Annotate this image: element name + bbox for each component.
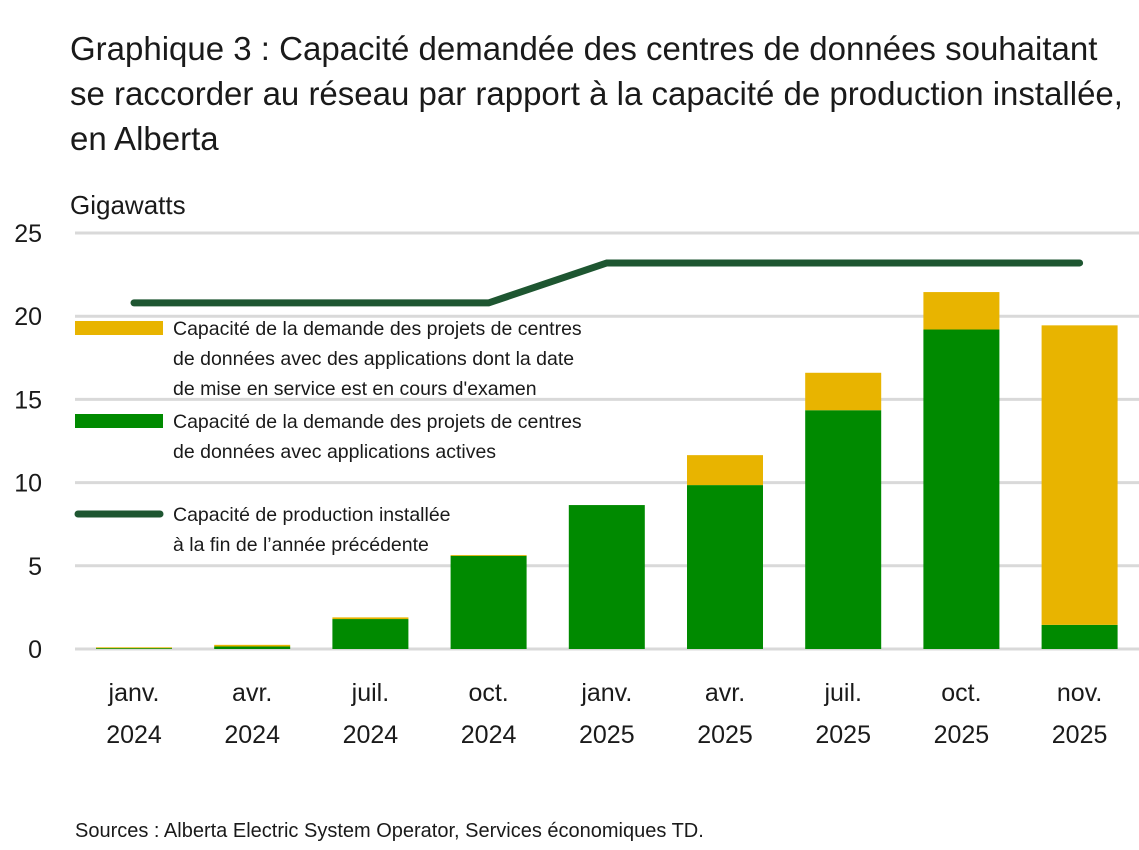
legend-label: de mise en service est en cours d'examen [173, 378, 537, 400]
bar-under-review [96, 647, 172, 649]
bar-active [332, 619, 409, 649]
bar-under-review [1041, 325, 1118, 625]
x-tick-label: janv. [108, 679, 160, 707]
x-tick-label: 2025 [934, 721, 990, 749]
x-tick-label: juil. [351, 679, 390, 707]
legend-swatch [75, 321, 163, 335]
legend-label: Capacité de production installée [173, 504, 451, 526]
x-tick-label: avr. [232, 679, 272, 707]
x-tick-label: juil. [823, 679, 862, 707]
legend-label: de données avec applications actives [173, 441, 496, 463]
bar-active [1041, 624, 1118, 649]
bar-active [214, 646, 291, 649]
legend-label: Capacité de la demande des projets de ce… [173, 411, 582, 433]
x-tick-label: 2025 [815, 721, 871, 749]
legend-label: de données avec des applications dont la… [173, 348, 574, 370]
bar-under-review [332, 617, 409, 620]
legend-swatch [75, 414, 163, 428]
chart-title: Graphique 3 : Capacité demandée des cent… [70, 30, 1123, 157]
y-tick-label: 0 [28, 636, 42, 664]
y-tick-label: 5 [28, 553, 42, 581]
bar-active [96, 648, 172, 649]
bar-active [805, 410, 882, 649]
x-tick-label: oct. [468, 679, 508, 707]
legend-label: Capacité de la demande des projets de ce… [173, 318, 582, 340]
bar-under-review [687, 455, 763, 486]
bar-under-review [450, 554, 527, 556]
bar-under-review [214, 644, 291, 647]
x-tick-label: nov. [1057, 679, 1102, 707]
x-tick-label: oct. [941, 679, 981, 707]
x-tick-label: 2024 [224, 721, 280, 749]
x-tick-label: 2025 [579, 721, 635, 749]
y-tick-label: 20 [14, 303, 42, 331]
y-tick-label: 10 [14, 470, 42, 498]
x-tick-label: 2025 [697, 721, 753, 749]
bar-active [568, 505, 645, 649]
y-tick-label: 15 [14, 386, 42, 414]
legend-label: à la fin de l’année précédente [173, 534, 429, 556]
bar-active [687, 485, 763, 649]
source-note: Sources : Alberta Electric System Operat… [75, 820, 704, 842]
bar-active [450, 555, 527, 649]
bar-under-review [923, 292, 1000, 330]
y-axis-label: Gigawatts [70, 190, 186, 220]
x-tick-label: 2025 [1052, 721, 1108, 749]
line-installed-capacity [130, 259, 1084, 307]
x-tick-label: avr. [705, 679, 745, 707]
x-tick-label: 2024 [461, 721, 517, 749]
bar-active [923, 329, 1000, 649]
x-tick-label: 2024 [343, 721, 399, 749]
x-tick-label: janv. [580, 679, 632, 707]
y-tick-label: 25 [14, 220, 42, 248]
bar-under-review [805, 372, 882, 411]
x-tick-label: 2024 [106, 721, 162, 749]
